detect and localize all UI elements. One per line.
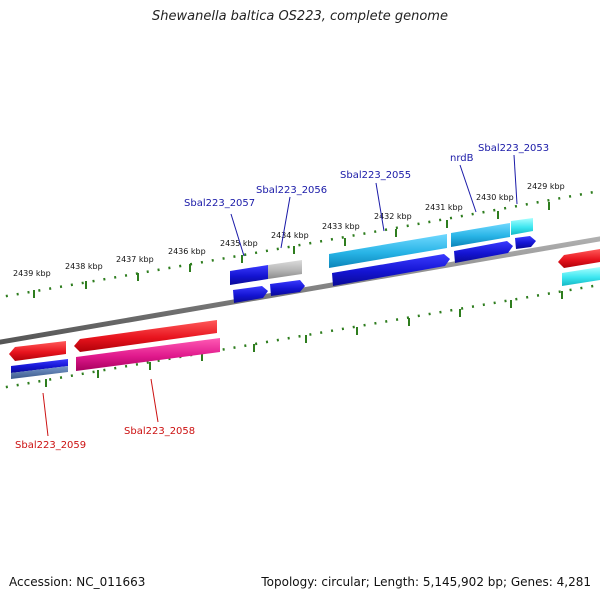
kbp-label: 2429 kbp [527,182,565,191]
leader-line [230,213,245,257]
gene-feature[interactable] [9,341,66,361]
kbp-label: 2436 kbp [168,247,206,256]
genome-title: Shewanella baltica OS223, complete genom… [152,9,448,24]
gene-label[interactable]: Sbal223_2059 [15,440,86,451]
leader-line [42,392,49,437]
gene-feature[interactable] [270,280,305,296]
leader-line [513,154,518,205]
gene-label[interactable]: Sbal223_2058 [124,426,195,437]
gene-label[interactable]: Sbal223_2056 [256,185,327,196]
gene-feature[interactable] [511,218,533,235]
gene-feature[interactable] [332,254,450,286]
gene-label[interactable]: Sbal223_2055 [340,170,411,181]
kbp-label: 2432 kbp [374,212,412,221]
outer-tick-track [0,189,600,299]
gene-label[interactable]: nrdB [450,153,474,164]
gene-feature[interactable] [11,359,68,373]
kbp-labels: 2439 kbp 2438 kbp 2437 kbp 2436 kbp 2435… [13,182,565,278]
gene-feature[interactable] [76,338,220,371]
gene-feature[interactable] [74,320,217,352]
leader-line [280,196,291,249]
kbp-label: 2437 kbp [116,255,154,264]
gene-feature[interactable] [233,286,268,303]
accession-label: Accession: NC_011663 [9,575,146,589]
major-ticks-upper [33,202,550,298]
kbp-label: 2438 kbp [65,262,103,271]
kbp-label: 2430 kbp [476,193,514,202]
gene-feature[interactable] [230,265,268,285]
gene-labels: Sbal223_2057 Sbal223_2056 Sbal223_2055 n… [15,143,549,451]
gene-feature[interactable] [329,234,447,268]
gene-feature[interactable] [454,241,513,263]
kbp-label: 2431 kbp [425,203,463,212]
gene-feature[interactable] [268,260,302,279]
gene-feature[interactable] [562,267,600,286]
gene-feature[interactable] [558,249,600,268]
kbp-label: 2433 kbp [322,222,360,231]
kbp-label: 2434 kbp [271,231,309,240]
gene-feature[interactable] [451,223,510,247]
kbp-label: 2439 kbp [13,269,51,278]
inner-tick-track [0,283,600,390]
gene-feature[interactable] [11,366,68,379]
kbp-label: 2435 kbp [220,239,258,248]
gene-feature[interactable] [515,236,536,249]
gene-label[interactable]: Sbal223_2057 [184,198,255,209]
gene-label[interactable]: Sbal223_2053 [478,143,549,154]
leader-line [150,378,159,423]
leader-line [375,182,385,232]
major-ticks-lower [45,291,563,387]
topology-summary: Topology: circular; Length: 5,145,902 bp… [261,575,591,589]
leader-line [459,164,477,213]
